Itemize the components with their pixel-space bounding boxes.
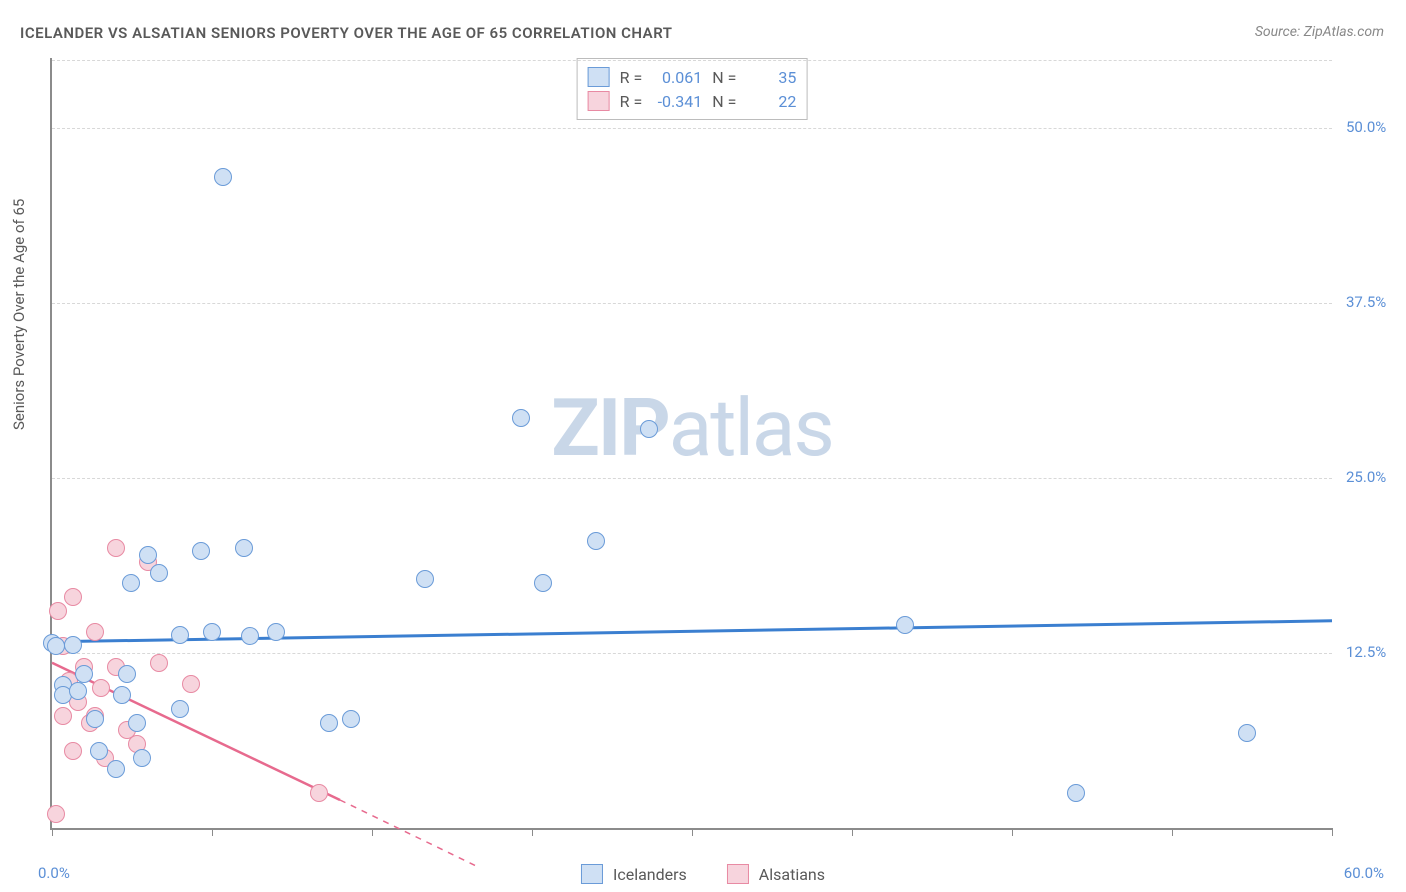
x-tick bbox=[52, 828, 53, 836]
stat-r-val-1: -0.341 bbox=[652, 92, 702, 111]
plot-area: ZIPatlas R = 0.061 N = 35 R = -0.341 N =… bbox=[50, 58, 1332, 830]
data-point bbox=[241, 627, 259, 645]
legend-item-1: Alsatians bbox=[727, 864, 825, 884]
data-point bbox=[64, 636, 82, 654]
legend-label-0: Icelanders bbox=[613, 865, 687, 884]
data-point bbox=[133, 749, 151, 767]
data-point bbox=[267, 623, 285, 641]
legend-label-1: Alsatians bbox=[759, 865, 825, 884]
data-point bbox=[171, 700, 189, 718]
data-point bbox=[214, 168, 232, 186]
swatch-alsatians bbox=[588, 91, 610, 111]
data-point bbox=[47, 805, 65, 823]
data-point bbox=[113, 686, 131, 704]
stats-row-0: R = 0.061 N = 35 bbox=[588, 65, 797, 89]
data-point bbox=[107, 539, 125, 557]
data-point bbox=[896, 616, 914, 634]
data-point bbox=[534, 574, 552, 592]
data-point bbox=[122, 574, 140, 592]
data-point bbox=[182, 675, 200, 693]
y-tick-label: 12.5% bbox=[1346, 643, 1406, 661]
stat-r-label-1: R = bbox=[620, 92, 643, 111]
data-point bbox=[416, 570, 434, 588]
stat-n-val-1: 22 bbox=[746, 92, 796, 111]
grid-line bbox=[52, 478, 1332, 479]
stat-r-label-0: R = bbox=[620, 68, 643, 87]
data-point bbox=[235, 539, 253, 557]
legend-swatch-1 bbox=[727, 864, 749, 884]
stat-n-label-0: N = bbox=[712, 68, 736, 87]
data-point bbox=[640, 420, 658, 438]
data-point bbox=[75, 665, 93, 683]
stat-n-val-0: 35 bbox=[746, 68, 796, 87]
y-tick-label: 50.0% bbox=[1346, 118, 1406, 136]
data-point bbox=[342, 710, 360, 728]
x-min-label: 0.0% bbox=[38, 864, 70, 882]
stats-legend: R = 0.061 N = 35 R = -0.341 N = 22 bbox=[577, 58, 808, 120]
data-point bbox=[90, 742, 108, 760]
data-point bbox=[320, 714, 338, 732]
y-axis-label: Seniors Poverty Over the Age of 65 bbox=[10, 199, 28, 430]
data-point bbox=[150, 564, 168, 582]
x-tick bbox=[212, 828, 213, 836]
stats-row-1: R = -0.341 N = 22 bbox=[588, 89, 797, 113]
bottom-legend: Icelanders Alsatians bbox=[581, 864, 825, 884]
x-tick bbox=[532, 828, 533, 836]
source-prefix: Source: bbox=[1255, 24, 1304, 40]
legend-swatch-0 bbox=[581, 864, 603, 884]
data-point bbox=[86, 623, 104, 641]
data-point bbox=[86, 710, 104, 728]
x-tick bbox=[1012, 828, 1013, 836]
x-tick bbox=[852, 828, 853, 836]
trend-line-dashed bbox=[340, 800, 479, 867]
data-point bbox=[54, 707, 72, 725]
chart-title: ICELANDER VS ALSATIAN SENIORS POVERTY OV… bbox=[20, 24, 672, 42]
stat-r-val-0: 0.061 bbox=[652, 68, 702, 87]
data-point bbox=[1067, 784, 1085, 802]
data-point bbox=[192, 542, 210, 560]
data-point bbox=[139, 546, 157, 564]
data-point bbox=[150, 654, 168, 672]
grid-line bbox=[52, 303, 1332, 304]
x-tick bbox=[372, 828, 373, 836]
x-tick bbox=[1332, 828, 1333, 836]
data-point bbox=[1238, 724, 1256, 742]
grid-line bbox=[52, 653, 1332, 654]
data-point bbox=[64, 742, 82, 760]
data-point bbox=[69, 682, 87, 700]
stat-n-label-1: N = bbox=[712, 92, 736, 111]
y-tick-label: 25.0% bbox=[1346, 468, 1406, 486]
data-point bbox=[203, 623, 221, 641]
data-point bbox=[310, 784, 328, 802]
data-point bbox=[107, 760, 125, 778]
x-tick bbox=[692, 828, 693, 836]
chart-svg bbox=[52, 58, 1332, 828]
swatch-icelanders bbox=[588, 67, 610, 87]
data-point bbox=[587, 532, 605, 550]
data-point bbox=[512, 409, 530, 427]
legend-item-0: Icelanders bbox=[581, 864, 687, 884]
data-point bbox=[128, 714, 146, 732]
grid-line bbox=[52, 60, 1332, 61]
y-tick-label: 37.5% bbox=[1346, 293, 1406, 311]
data-point bbox=[171, 626, 189, 644]
source-label: Source: ZipAtlas.com bbox=[1255, 24, 1384, 40]
grid-line bbox=[52, 128, 1332, 129]
x-tick bbox=[1172, 828, 1173, 836]
data-point bbox=[118, 665, 136, 683]
source-name: ZipAtlas.com bbox=[1304, 24, 1384, 40]
data-point bbox=[47, 637, 65, 655]
x-max-label: 60.0% bbox=[1344, 864, 1384, 882]
data-point bbox=[92, 679, 110, 697]
data-point bbox=[64, 588, 82, 606]
data-point bbox=[49, 602, 67, 620]
